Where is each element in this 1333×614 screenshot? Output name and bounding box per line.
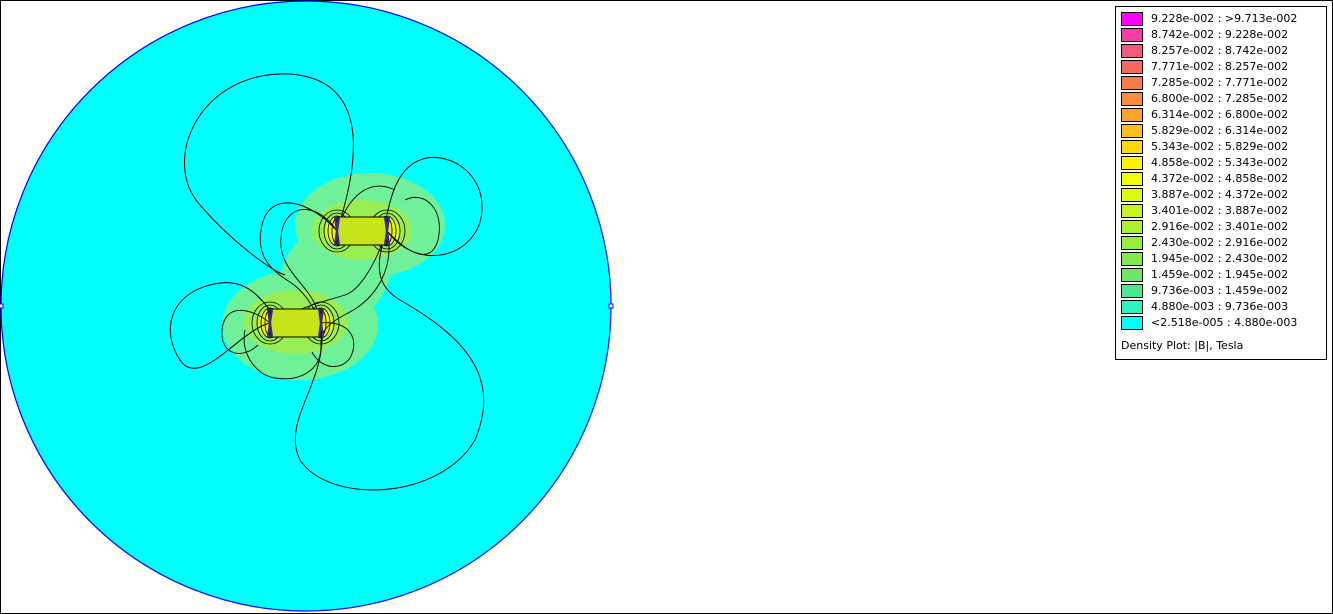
legend-range-label: 5.343e-002 : 5.829e-002 — [1151, 140, 1289, 153]
conductor-lower — [266, 308, 325, 338]
legend-range-label: 1.459e-002 : 1.945e-002 — [1151, 268, 1289, 281]
legend-range-label: 8.257e-002 : 8.742e-002 — [1151, 44, 1289, 57]
legend-range-label: <2.518e-005 : 4.880e-003 — [1151, 316, 1298, 329]
legend-swatch — [1121, 268, 1143, 282]
legend-range-label: 1.945e-002 : 2.430e-002 — [1151, 252, 1289, 265]
legend-swatch — [1121, 28, 1143, 42]
legend-swatch — [1121, 300, 1143, 314]
density-legend: 9.228e-002 : >9.713e-002 8.742e-002 : 9.… — [1115, 6, 1327, 360]
legend-swatch — [1121, 124, 1143, 138]
legend-range-label: 3.887e-002 : 4.372e-002 — [1151, 188, 1289, 201]
legend-swatch — [1121, 316, 1143, 330]
legend-range-label: 9.228e-002 : >9.713e-002 — [1151, 12, 1298, 25]
legend-range-label: 6.314e-002 : 6.800e-002 — [1151, 108, 1289, 121]
legend-range-label: 4.858e-002 : 5.343e-002 — [1151, 156, 1289, 169]
legend-swatch — [1121, 12, 1143, 26]
legend-swatch — [1121, 172, 1143, 186]
domain-node-left — [0, 303, 4, 309]
legend-swatch — [1121, 284, 1143, 298]
legend-range-label: 2.430e-002 : 2.916e-002 — [1151, 236, 1289, 249]
legend-swatch — [1121, 60, 1143, 74]
legend-range-label: 7.285e-002 : 7.771e-002 — [1151, 76, 1289, 89]
legend-range-label: 9.736e-003 : 1.459e-002 — [1151, 284, 1289, 297]
legend-range-label: 6.800e-002 : 7.285e-002 — [1151, 92, 1289, 105]
legend-range-label: 7.771e-002 : 8.257e-002 — [1151, 60, 1289, 73]
legend-caption: Density Plot: |B|, Tesla — [1121, 339, 1244, 352]
legend-swatch — [1121, 236, 1143, 250]
legend-swatch — [1121, 108, 1143, 122]
legend-range-label: 4.372e-002 : 4.858e-002 — [1151, 172, 1289, 185]
conductor-upper — [333, 216, 391, 246]
legend-swatch — [1121, 204, 1143, 218]
legend-swatch — [1121, 76, 1143, 90]
legend-swatch — [1121, 140, 1143, 154]
legend-range-label: 8.742e-002 : 9.228e-002 — [1151, 28, 1289, 41]
legend-range-label: 4.880e-003 : 9.736e-003 — [1151, 300, 1289, 313]
legend-swatch — [1121, 188, 1143, 202]
legend-swatch — [1121, 44, 1143, 58]
legend-swatch — [1121, 220, 1143, 234]
legend-range-label: 3.401e-002 : 3.887e-002 — [1151, 204, 1289, 217]
legend-swatch — [1121, 92, 1143, 106]
legend-range-label: 2.916e-002 : 3.401e-002 — [1151, 220, 1289, 233]
legend-swatch — [1121, 252, 1143, 266]
flux-lines-outer — [169, 73, 485, 491]
legend-swatch — [1121, 156, 1143, 170]
legend-range-label: 5.829e-002 : 6.314e-002 — [1151, 124, 1289, 137]
domain-node-right — [608, 303, 614, 309]
